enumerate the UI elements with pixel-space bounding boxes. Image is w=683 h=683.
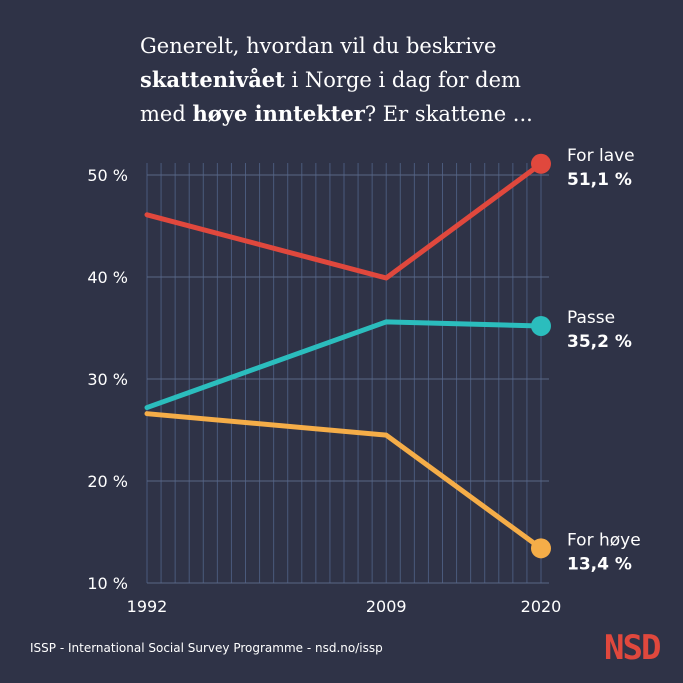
end-point-for-h-ye [531,538,551,559]
y-tick-label: 40 % [87,268,128,287]
series-value-for-lave: 51,1 % [567,170,632,190]
title-part-3: i Norge i dag for dem [284,68,521,92]
title-part-6: ? Er skattene ... [364,102,533,126]
title-part-4: med [140,102,193,126]
y-tick-label: 10 % [87,574,128,593]
series-value-for-h-ye: 13,4 % [567,554,632,574]
y-tick-label: 50 % [87,166,128,185]
series-line-passe [144,319,544,411]
series-line-for-h-ye [144,411,544,551]
x-tick-label: 2020 [521,597,562,616]
series-label-passe: Passe [567,308,615,328]
series-label-for-h-ye: For høye [567,530,641,550]
x-tick-label: 2009 [366,597,407,616]
end-point-for-lave [531,153,551,174]
y-tick-label: 30 % [87,370,128,389]
title-bold-2: høye inntekter [192,101,365,126]
series-value-passe: 35,2 % [567,332,632,352]
chart-title: Generelt, hvordan vil du beskrive skatte… [140,30,660,131]
end-point-passe [531,315,551,336]
title-bold-1: skattenivået [140,67,285,92]
title-part-1: Generelt, hvordan vil du beskrive [140,34,497,58]
series-line-for-lave [144,161,544,281]
source-footer: ISSP - International Social Survey Progr… [30,641,383,655]
x-tick-label: 1992 [127,597,168,616]
nsd-logo: NSD [604,628,661,668]
y-tick-label: 20 % [87,472,128,491]
series-label-for-lave: For lave [567,146,635,166]
